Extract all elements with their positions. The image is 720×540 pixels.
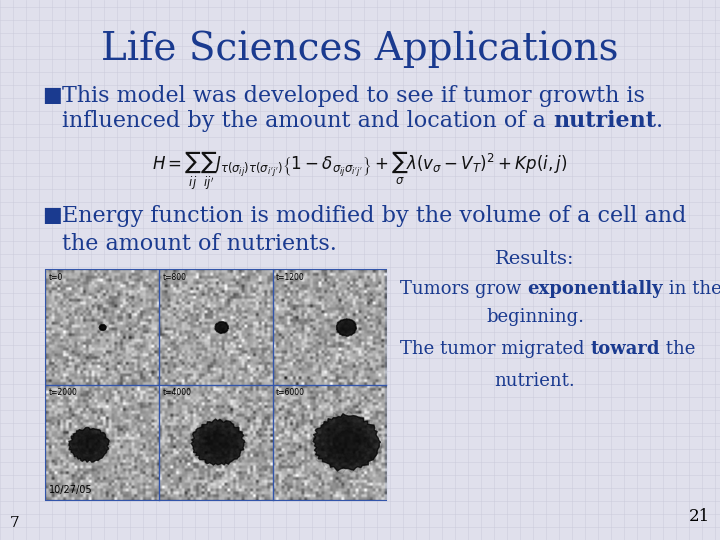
- Polygon shape: [341, 322, 352, 333]
- Polygon shape: [337, 320, 356, 335]
- Polygon shape: [215, 322, 228, 333]
- Text: .: .: [656, 110, 663, 132]
- Text: Energy function is modified by the volume of a cell and: Energy function is modified by the volum…: [62, 205, 686, 227]
- Text: 21: 21: [689, 508, 710, 525]
- Text: the amount of nutrients.: the amount of nutrients.: [62, 233, 337, 255]
- Polygon shape: [69, 428, 109, 462]
- Text: Results:: Results:: [495, 250, 575, 268]
- Polygon shape: [202, 429, 234, 456]
- Text: The tumor migrated: The tumor migrated: [400, 340, 590, 358]
- Polygon shape: [194, 422, 243, 463]
- Polygon shape: [342, 324, 351, 331]
- Polygon shape: [189, 417, 247, 467]
- Text: in the: in the: [662, 280, 720, 298]
- Polygon shape: [332, 430, 361, 455]
- Polygon shape: [77, 434, 101, 455]
- Text: $H = \sum_{ij} \sum_{ij^{\prime}} J_{\tau(\sigma_{ij})\tau(\sigma_{i^{\prime}j^{: $H = \sum_{ij} \sum_{ij^{\prime}} J_{\ta…: [152, 150, 568, 193]
- Polygon shape: [336, 319, 357, 337]
- Polygon shape: [215, 322, 228, 333]
- Polygon shape: [338, 321, 354, 334]
- Polygon shape: [81, 437, 98, 453]
- Polygon shape: [99, 325, 107, 330]
- Text: nutrient: nutrient: [553, 110, 656, 132]
- Polygon shape: [219, 325, 225, 330]
- Polygon shape: [326, 427, 366, 460]
- Text: t=4000: t=4000: [162, 388, 192, 397]
- Polygon shape: [322, 421, 371, 463]
- Polygon shape: [99, 325, 106, 330]
- Polygon shape: [313, 414, 381, 471]
- Polygon shape: [99, 325, 106, 330]
- Text: t=1200: t=1200: [276, 273, 305, 282]
- Text: beginning.: beginning.: [486, 308, 584, 326]
- Polygon shape: [336, 319, 356, 336]
- Text: exponentially: exponentially: [527, 280, 662, 298]
- Polygon shape: [217, 323, 227, 332]
- Text: toward: toward: [590, 340, 660, 358]
- Text: t=800: t=800: [162, 273, 186, 282]
- Polygon shape: [102, 326, 104, 329]
- Polygon shape: [198, 425, 239, 459]
- Text: ■: ■: [42, 85, 62, 105]
- Polygon shape: [311, 411, 382, 474]
- Text: 10/27/05: 10/27/05: [49, 485, 93, 495]
- Polygon shape: [101, 326, 104, 329]
- Polygon shape: [207, 433, 230, 453]
- Polygon shape: [73, 431, 104, 458]
- Polygon shape: [68, 427, 111, 463]
- Text: 7: 7: [10, 516, 19, 530]
- Text: This model was developed to see if tumor growth is: This model was developed to see if tumor…: [62, 85, 645, 107]
- Text: Tumors grow: Tumors grow: [400, 280, 527, 298]
- Text: influenced by the amount and location of a: influenced by the amount and location of…: [62, 110, 553, 132]
- Text: nutrient.: nutrient.: [495, 372, 575, 390]
- Polygon shape: [192, 419, 245, 465]
- FancyBboxPatch shape: [46, 270, 386, 500]
- Text: t=2000: t=2000: [49, 388, 78, 397]
- Polygon shape: [315, 416, 377, 469]
- Polygon shape: [71, 429, 108, 461]
- Polygon shape: [215, 321, 229, 334]
- Polygon shape: [217, 324, 225, 331]
- Text: Life Sciences Applications: Life Sciences Applications: [102, 30, 618, 68]
- Polygon shape: [100, 325, 105, 330]
- Text: the: the: [660, 340, 695, 358]
- Text: t=0: t=0: [49, 273, 63, 282]
- Text: ■: ■: [42, 205, 62, 225]
- Text: t=6000: t=6000: [276, 388, 305, 397]
